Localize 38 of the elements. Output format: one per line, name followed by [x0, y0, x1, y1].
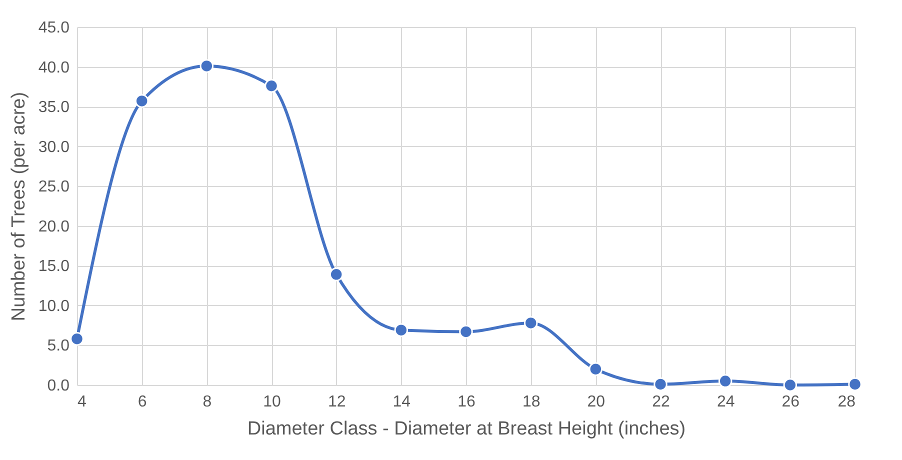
point	[134, 94, 149, 108]
point	[654, 377, 668, 392]
x-tick-label: 12	[328, 394, 346, 410]
y-tick-label: 45.0	[38, 20, 70, 36]
x-tick-label: 22	[652, 394, 670, 410]
point	[524, 316, 538, 330]
point	[783, 378, 798, 392]
x-tick-label: 28	[838, 394, 856, 410]
point	[70, 332, 84, 346]
y-tick-label: 25.0	[38, 178, 70, 196]
point	[718, 374, 732, 388]
point	[394, 323, 408, 337]
x-tick-label: 24	[716, 394, 735, 410]
x-tick-label: 18	[522, 394, 540, 410]
y-tick-label: 5.0	[47, 338, 70, 355]
y-tick-label: 15.0	[38, 258, 70, 276]
x-tick-label: 26	[782, 394, 800, 410]
point	[264, 79, 278, 93]
x-tick-label: 4	[78, 394, 86, 410]
x-tick-label: 10	[263, 394, 281, 410]
point	[588, 362, 603, 376]
y-tick-label: 40.0	[38, 59, 70, 76]
point	[329, 268, 344, 282]
y-tick-label: 20.0	[38, 218, 70, 236]
y-tick-label: 0.0	[47, 378, 70, 394]
x-tick-label: 8	[202, 394, 212, 410]
y-tick-label: 10.0	[38, 298, 70, 315]
y-axis-title: Number of Trees (per acre)	[8, 92, 30, 322]
y-tick-label: 30.0	[38, 138, 70, 156]
x-tick-label: 6	[138, 394, 147, 410]
x-tick-label: 16	[458, 394, 476, 410]
x-tick-label: 14	[392, 394, 411, 410]
x-tick-label: 20	[587, 394, 606, 410]
x-axis-title: Diameter Class - Diameter at Breast Height (inches)	[247, 418, 686, 440]
y-tick-label: 35.0	[38, 99, 70, 116]
point	[200, 59, 214, 73]
point	[848, 377, 862, 392]
point	[459, 324, 473, 339]
